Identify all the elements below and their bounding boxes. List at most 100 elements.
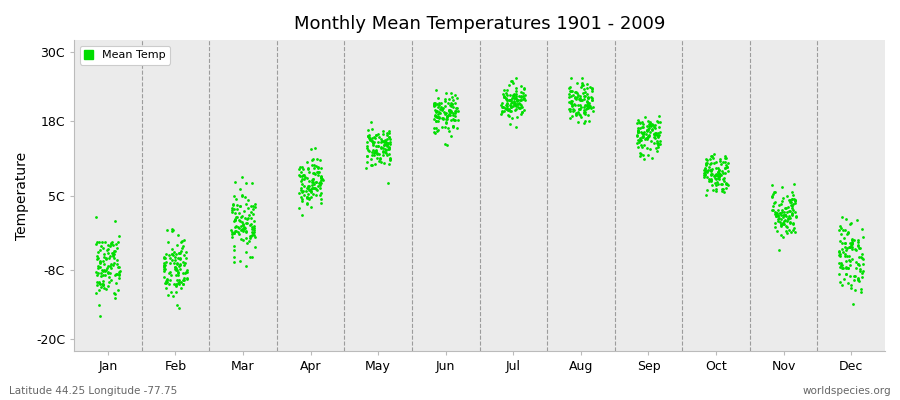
Point xyxy=(580,105,595,111)
Point xyxy=(97,254,112,260)
Point xyxy=(578,118,592,124)
Point xyxy=(651,142,665,148)
Point xyxy=(500,104,514,111)
Point xyxy=(580,102,595,108)
Point xyxy=(430,101,445,107)
Point xyxy=(308,185,322,191)
Point xyxy=(507,92,521,98)
Point xyxy=(565,113,580,119)
Point xyxy=(772,210,787,216)
Point xyxy=(783,218,797,225)
Point xyxy=(630,129,644,136)
Point xyxy=(90,272,104,279)
Point xyxy=(585,88,599,94)
Point xyxy=(645,126,660,132)
Point xyxy=(382,130,396,136)
Point xyxy=(788,208,802,215)
Point xyxy=(313,174,328,180)
Point xyxy=(247,228,261,235)
Point xyxy=(432,114,446,121)
Point xyxy=(503,96,517,103)
Point xyxy=(446,124,460,130)
Point xyxy=(782,227,796,233)
Point xyxy=(631,137,645,144)
Point xyxy=(429,108,444,114)
Point xyxy=(641,134,655,140)
Point xyxy=(838,244,852,251)
Point xyxy=(179,275,194,282)
Point xyxy=(514,88,528,95)
Point xyxy=(440,114,454,120)
Point xyxy=(708,182,723,188)
Point xyxy=(839,265,853,271)
Point xyxy=(91,254,105,261)
Point xyxy=(434,100,448,106)
Point xyxy=(835,246,850,252)
Point xyxy=(294,181,309,187)
Point xyxy=(297,174,311,180)
Point xyxy=(786,210,800,216)
Point xyxy=(771,206,786,213)
Point xyxy=(585,85,599,92)
Point xyxy=(580,112,595,118)
Point xyxy=(442,107,456,114)
Point xyxy=(785,196,799,202)
Point xyxy=(704,176,718,182)
Point xyxy=(851,254,866,260)
Point xyxy=(173,260,187,267)
Point xyxy=(570,80,584,86)
Point xyxy=(846,301,860,307)
Point xyxy=(448,92,463,98)
Point xyxy=(494,108,508,115)
Point xyxy=(572,106,587,112)
Point xyxy=(245,228,259,235)
Point xyxy=(229,223,243,229)
Point xyxy=(577,93,591,100)
Point xyxy=(446,104,460,111)
Point xyxy=(776,213,790,220)
Point xyxy=(703,166,717,173)
Point xyxy=(785,189,799,195)
Point xyxy=(501,106,516,112)
Point xyxy=(711,169,725,176)
Point xyxy=(643,146,657,152)
Point xyxy=(632,139,646,145)
Point xyxy=(504,78,518,84)
Point xyxy=(637,129,652,135)
Point xyxy=(649,130,663,136)
Point xyxy=(767,189,781,196)
Point xyxy=(855,226,869,232)
Point xyxy=(835,240,850,247)
Point xyxy=(698,161,713,168)
Point xyxy=(717,170,732,176)
Point xyxy=(226,200,240,207)
Point xyxy=(96,267,111,274)
Point xyxy=(514,93,528,99)
Point xyxy=(234,192,248,198)
Point xyxy=(167,257,182,263)
Point xyxy=(163,276,177,283)
Point xyxy=(168,264,183,270)
Point xyxy=(237,224,251,231)
Point xyxy=(90,249,104,255)
Point xyxy=(782,208,796,214)
Point xyxy=(647,124,662,130)
Point xyxy=(101,263,115,269)
Point xyxy=(503,92,517,98)
Point xyxy=(574,114,589,120)
Point xyxy=(832,249,847,256)
Point xyxy=(444,132,458,139)
Point xyxy=(315,176,329,182)
Point xyxy=(236,222,250,229)
Point xyxy=(170,232,184,238)
Point xyxy=(497,108,511,114)
Point xyxy=(834,282,849,289)
Point xyxy=(650,132,664,138)
Point xyxy=(179,266,194,273)
Point xyxy=(774,223,788,230)
Point xyxy=(295,172,310,178)
Point xyxy=(775,207,789,214)
Point xyxy=(239,235,254,241)
Point xyxy=(777,195,791,201)
Point xyxy=(446,94,460,101)
